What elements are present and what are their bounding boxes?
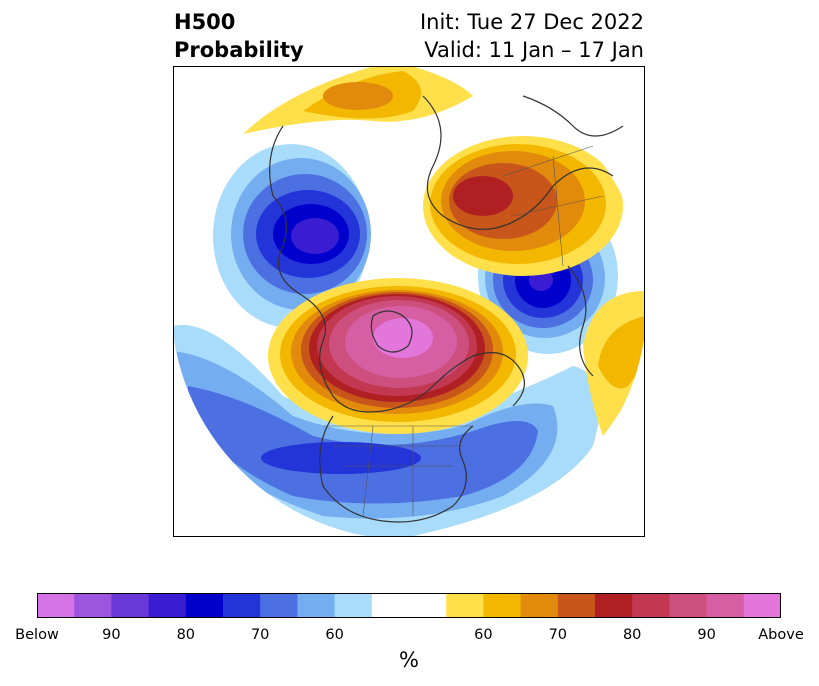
- colorbar-segment-below-3: [148, 593, 187, 618]
- colorbar-segment-above-6: [669, 593, 708, 618]
- colorbar-segment-above-8: [743, 593, 781, 618]
- title-block-left: H500 Probability: [174, 8, 304, 64]
- map-border: [173, 66, 645, 537]
- borders: [323, 145, 604, 517]
- colorbar-segment-below-6: [260, 593, 298, 618]
- above-normal-region: [598, 316, 645, 389]
- colorbar-segment-above-5: [632, 593, 670, 618]
- colorbar-tick-label: 70: [548, 627, 568, 643]
- below-normal-region: [291, 218, 339, 254]
- colorbar: [37, 593, 781, 618]
- title-variable: H500: [174, 10, 236, 34]
- probability-map: [173, 66, 645, 537]
- init-date: Init: Tue 27 Dec 2022: [419, 10, 644, 34]
- colorbar-segment-below-2: [111, 593, 150, 618]
- colorbar-segment-above-2: [520, 593, 559, 618]
- colorbar-border: [37, 593, 781, 618]
- colorbar-tick-label: 60: [325, 627, 344, 643]
- colorbar-tick-label: 80: [176, 627, 196, 643]
- colorbar-segment-above-7: [706, 593, 745, 618]
- colorbar-segment-above-1: [483, 593, 522, 618]
- coastlines: [269, 95, 624, 523]
- title-block-right: Init: Tue 27 Dec 2022 Valid: 11 Jan – 17…: [420, 8, 644, 64]
- above-normal-region: [373, 318, 433, 358]
- colorbar-tick-label: 70: [250, 627, 270, 643]
- colorbar-segment-below-7: [297, 593, 336, 618]
- colorbar-unit-label: %: [399, 648, 419, 672]
- colorbar-tick-label: Above: [758, 627, 804, 643]
- colorbar-segment-below-8: [334, 593, 373, 618]
- below-normal-region: [261, 442, 421, 474]
- colorbar-segment-above-4: [595, 593, 633, 618]
- colorbar-segment-neutral: [371, 593, 447, 618]
- valid-range: Valid: 11 Jan – 17 Jan: [424, 38, 644, 62]
- colorbar-segment-below-5: [223, 593, 261, 618]
- above-normal-region: [323, 82, 393, 110]
- colorbar-segment-below-1: [74, 593, 112, 618]
- above-normal-region: [453, 176, 513, 216]
- colorbar-tick-label: Below: [15, 627, 59, 643]
- colorbar-tick-label: 90: [697, 627, 716, 643]
- title-product: Probability: [174, 38, 304, 62]
- colorbar-segment-below-0: [37, 593, 75, 618]
- colorbar-segment-above-3: [557, 593, 596, 618]
- colorbar-tick-label: 90: [102, 627, 121, 643]
- colorbar-tick-label: 80: [622, 627, 642, 643]
- colorbar-segment-above-0: [446, 593, 484, 618]
- colorbar-segment-below-4: [185, 593, 224, 618]
- colorbar-tick-label: 60: [474, 627, 493, 643]
